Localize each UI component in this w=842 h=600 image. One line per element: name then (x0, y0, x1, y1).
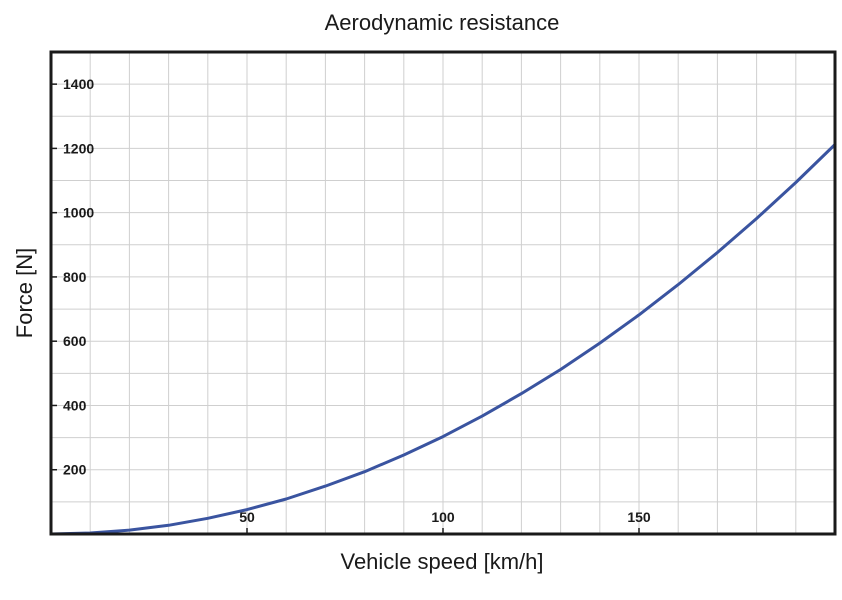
chart-title: Aerodynamic resistance (325, 10, 560, 35)
y-tick-label: 1000 (63, 205, 94, 221)
x-axis-label: Vehicle speed [km/h] (340, 549, 543, 574)
tick-layer: 200 400 600 800 1000 1200 1400 50 100 150 (51, 76, 651, 534)
y-axis-label: Force [N] (12, 248, 37, 338)
x-tick-label: 150 (627, 509, 651, 525)
y-tick-label: 400 (63, 397, 87, 413)
y-tick-label: 800 (63, 269, 87, 285)
series-line (49, 143, 837, 536)
series-layer (49, 143, 837, 536)
plot-frame (49, 50, 837, 536)
x-tick-label: 100 (431, 509, 455, 525)
y-tick-label: 200 (63, 462, 87, 478)
grid-layer (51, 52, 835, 534)
y-tick-label: 1400 (63, 76, 94, 92)
x-tick-label: 50 (239, 509, 255, 525)
y-tick-label: 600 (63, 333, 87, 349)
y-tick-label: 1200 (63, 140, 94, 156)
